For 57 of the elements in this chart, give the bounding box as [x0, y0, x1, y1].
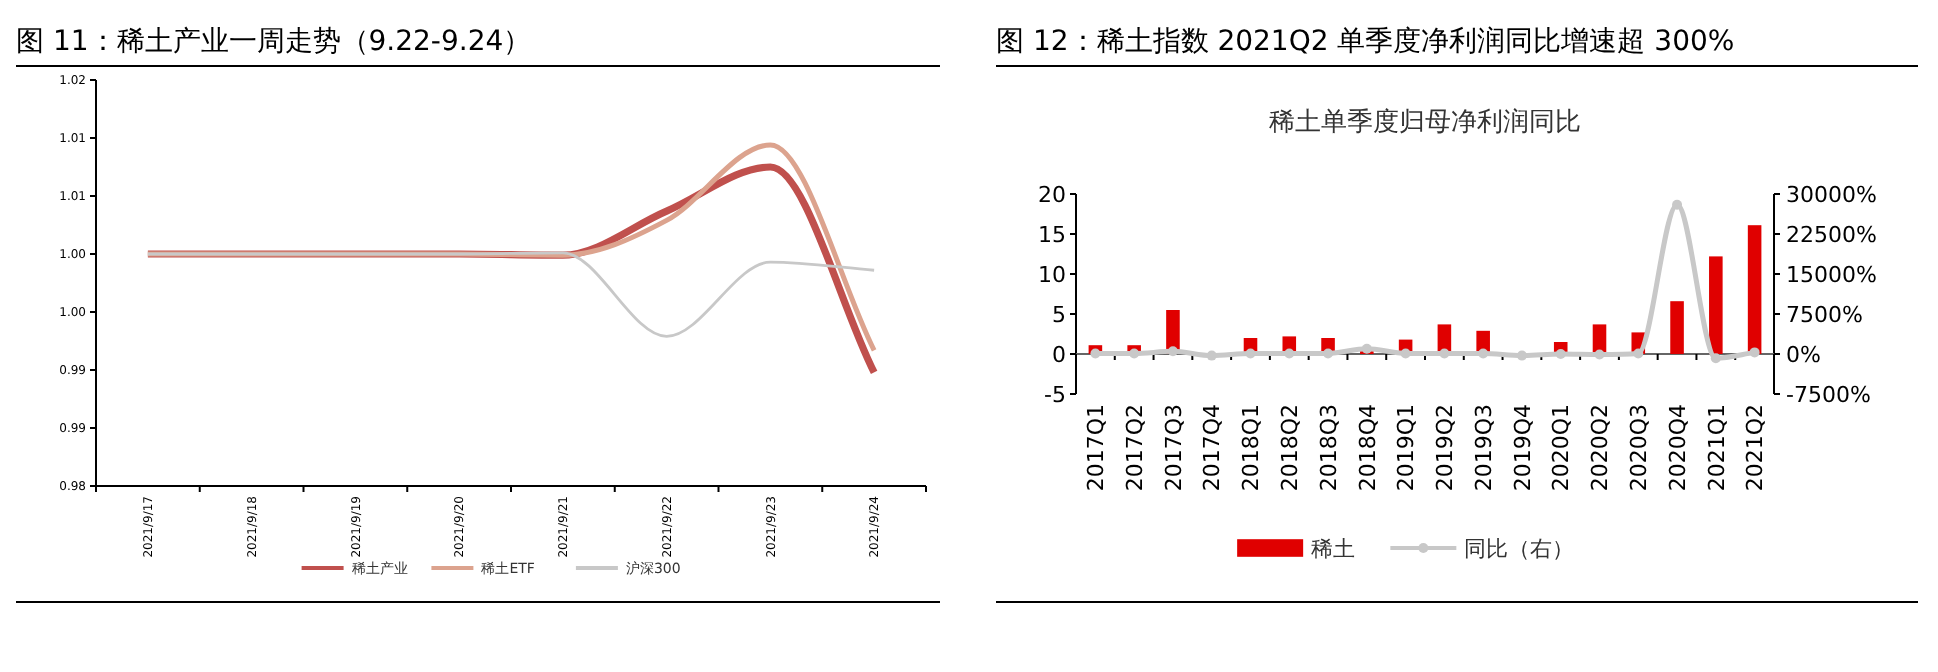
point	[1284, 348, 1295, 359]
y-tick-label: 0	[1052, 341, 1066, 368]
x-tick-label: 2019Q4	[1509, 404, 1536, 492]
y2-tick-label: 0%	[1786, 341, 1821, 368]
y-tick-label: 10	[1038, 261, 1066, 288]
point	[1439, 348, 1450, 359]
point	[1516, 350, 1527, 361]
legend-label: 同比（右）	[1464, 536, 1575, 563]
chart-subtitle: 稀土单季度归母净利润同比	[1269, 106, 1581, 138]
x-tick-label: 2018Q2	[1276, 404, 1303, 492]
x-tick-label: 2017Q3	[1160, 404, 1187, 492]
point	[1206, 350, 1217, 361]
y2-tick-label: 22500%	[1786, 221, 1877, 248]
chart-title: 图 12：稀土指数 2021Q2 单季度净利润同比增速超 300%	[996, 26, 1735, 58]
point	[1090, 348, 1101, 359]
legend-label: 稀土	[1311, 536, 1356, 563]
point	[1633, 348, 1644, 359]
y2-tick-label: -7500%	[1786, 381, 1871, 408]
point	[1245, 348, 1256, 359]
y-tick-label: 15	[1038, 221, 1066, 248]
y2-tick-label: 7500%	[1786, 301, 1863, 328]
bar	[1709, 256, 1723, 354]
point	[1361, 343, 1372, 354]
bar	[1670, 301, 1684, 354]
point	[1555, 349, 1566, 359]
x-tick-label: 2019Q1	[1393, 404, 1420, 492]
point	[1478, 348, 1489, 359]
x-tick-label: 2017Q2	[1121, 404, 1148, 492]
x-tick-label: 2017Q4	[1199, 404, 1226, 492]
point	[1167, 346, 1178, 357]
y-tick-label: 5	[1052, 301, 1066, 328]
point	[1710, 353, 1721, 364]
bar	[1747, 225, 1762, 354]
point	[1749, 347, 1760, 358]
x-tick-label: 2021Q2	[1742, 404, 1769, 492]
x-tick-label: 2020Q1	[1548, 404, 1575, 492]
point	[1594, 349, 1605, 360]
x-tick-label: 2020Q3	[1625, 404, 1652, 492]
x-tick-label: 2018Q4	[1354, 404, 1381, 492]
point	[1129, 348, 1140, 359]
point	[1400, 348, 1411, 359]
x-tick-label: 2020Q4	[1664, 404, 1691, 492]
y-tick-label: 20	[1038, 181, 1066, 208]
x-tick-label: 2021Q1	[1703, 404, 1730, 492]
point	[1672, 199, 1683, 210]
x-tick-label: 2019Q2	[1432, 404, 1459, 492]
x-tick-label: 2018Q1	[1238, 404, 1265, 492]
y-tick-label: -5	[1044, 381, 1066, 408]
y2-tick-label: 15000%	[1786, 261, 1877, 288]
point	[1323, 348, 1334, 359]
chart-title: 图 11：稀土产业一周走势（9.22-9.24）	[16, 26, 532, 58]
line-series	[146, 251, 876, 338]
x-tick-label: 2019Q3	[1470, 404, 1497, 492]
x-tick-label: 2018Q3	[1315, 404, 1342, 492]
y2-tick-label: 30000%	[1786, 181, 1877, 208]
x-tick-label: 2017Q1	[1083, 404, 1110, 492]
x-tick-label: 2020Q2	[1587, 404, 1614, 492]
